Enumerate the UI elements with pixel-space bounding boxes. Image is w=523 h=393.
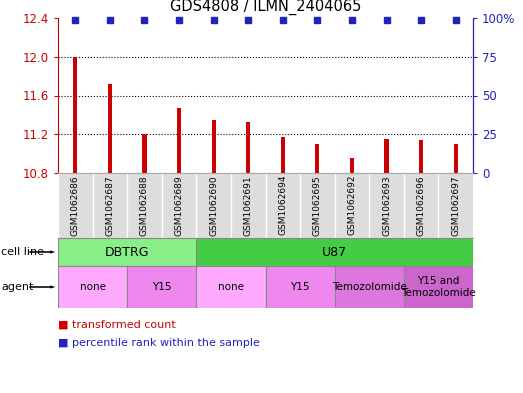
Bar	[384, 139, 389, 173]
Text: DBTRG: DBTRG	[105, 246, 150, 259]
Text: Y15 and
Temozolomide: Y15 and Temozolomide	[401, 276, 476, 298]
Bar	[315, 144, 320, 173]
Bar	[177, 108, 181, 173]
Bar	[108, 84, 112, 173]
Text: GSM1062691: GSM1062691	[244, 175, 253, 235]
Text: GSM1062697: GSM1062697	[451, 175, 460, 235]
Bar	[73, 57, 77, 173]
Text: Temozolomide: Temozolomide	[332, 282, 406, 292]
Text: GSM1062693: GSM1062693	[382, 175, 391, 235]
Text: ■ percentile rank within the sample: ■ percentile rank within the sample	[58, 338, 259, 348]
Bar	[127, 266, 196, 308]
Text: GSM1062688: GSM1062688	[140, 175, 149, 235]
Text: none: none	[218, 282, 244, 292]
Text: GSM1062694: GSM1062694	[278, 175, 287, 235]
Bar	[350, 158, 354, 173]
Text: GSM1062695: GSM1062695	[313, 175, 322, 235]
Title: GDS4808 / ILMN_2404065: GDS4808 / ILMN_2404065	[170, 0, 361, 15]
Bar	[419, 140, 423, 173]
Text: agent: agent	[1, 282, 33, 292]
Text: ■ transformed count: ■ transformed count	[58, 320, 175, 330]
Text: Y15: Y15	[152, 282, 172, 292]
Text: GSM1062692: GSM1062692	[347, 175, 357, 235]
Text: GSM1062686: GSM1062686	[71, 175, 80, 235]
Text: cell line: cell line	[1, 247, 44, 257]
Bar	[335, 266, 404, 308]
Text: GSM1062689: GSM1062689	[175, 175, 184, 235]
Text: GSM1062690: GSM1062690	[209, 175, 218, 235]
Bar	[404, 266, 473, 308]
Bar	[246, 122, 251, 173]
Bar	[58, 266, 127, 308]
Text: Y15: Y15	[290, 282, 310, 292]
Bar	[266, 266, 335, 308]
Bar	[196, 238, 473, 266]
Text: none: none	[79, 282, 106, 292]
Bar	[58, 238, 196, 266]
Bar	[211, 120, 215, 173]
Text: GSM1062687: GSM1062687	[105, 175, 115, 235]
Text: GSM1062696: GSM1062696	[417, 175, 426, 235]
Bar	[142, 134, 146, 173]
Bar	[453, 144, 458, 173]
Bar	[281, 137, 285, 173]
Bar	[196, 266, 266, 308]
Text: U87: U87	[322, 246, 347, 259]
